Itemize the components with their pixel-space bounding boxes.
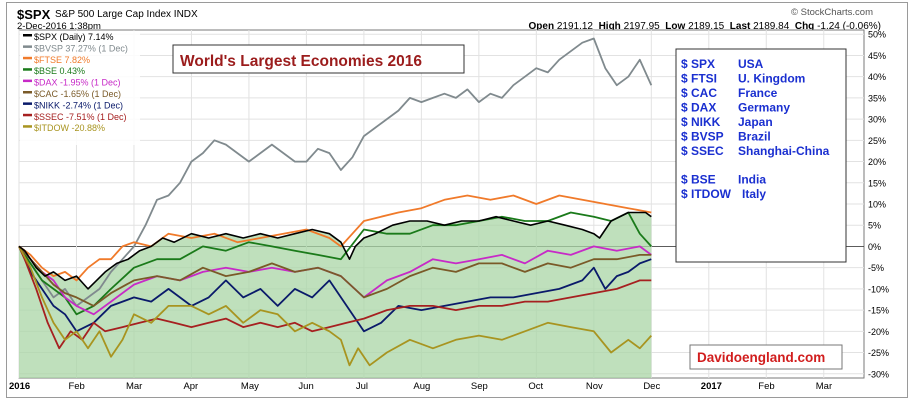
x-tick-label: Feb bbox=[758, 381, 774, 392]
x-tick-label: Aug bbox=[413, 381, 430, 392]
legend: $SPX (Daily) 7.14%$BVSP 37.27% (1 Dec) $F… bbox=[20, 31, 140, 145]
legend-swatch bbox=[23, 102, 32, 105]
x-tick-label: Oct bbox=[528, 381, 543, 392]
x-tick-label: Jun bbox=[298, 381, 313, 392]
x-tick-label: 2017 bbox=[701, 381, 722, 392]
legend-swatch bbox=[23, 34, 32, 37]
key-country: USA bbox=[738, 57, 764, 71]
legend-background bbox=[20, 31, 140, 145]
y-tick-label: 45% bbox=[868, 51, 886, 61]
copyright-label: © StockCharts.com bbox=[791, 7, 873, 18]
legend-label: $CAC -1.65% (1 Dec) bbox=[34, 89, 121, 99]
legend-label: $SPX (Daily) 7.14% bbox=[34, 32, 114, 42]
legend-label: $ITDOW -20.88% bbox=[34, 123, 105, 133]
open-label: Open bbox=[528, 21, 555, 32]
legend-swatch bbox=[23, 125, 32, 128]
series-line-nikk bbox=[18, 246, 652, 333]
y-tick-label: 20% bbox=[868, 157, 886, 167]
key-country: Shanghai-China bbox=[738, 144, 830, 158]
y-tick-label: -5% bbox=[868, 263, 884, 273]
key-country: Germany bbox=[738, 101, 790, 115]
y-tick-label: 35% bbox=[868, 93, 886, 103]
key-symbol: $ SPX bbox=[681, 57, 715, 71]
legend-label: $BSE 0.43% bbox=[34, 66, 85, 76]
chart-symbol: $SPX bbox=[17, 7, 51, 22]
chg-label: Chg bbox=[794, 21, 815, 32]
y-tick-label: 25% bbox=[868, 136, 886, 146]
low-value: 2189.15 bbox=[688, 21, 725, 32]
x-tick-label: Dec bbox=[643, 381, 660, 392]
ohlc-readout: Open 2191.12 High 2197.95 Low 2189.15 La… bbox=[529, 21, 882, 32]
x-tick-label: May bbox=[241, 381, 259, 392]
y-tick-label: -25% bbox=[868, 348, 889, 358]
series-line-bvsp bbox=[18, 37, 653, 307]
key-country: Brazil bbox=[738, 130, 771, 144]
chg-value: -1.24 (-0.06%) bbox=[817, 21, 881, 32]
series-line-ftse bbox=[18, 194, 652, 282]
y-tick-label: -10% bbox=[868, 284, 889, 294]
chart-symbol-description: S&P 500 Large Cap Index INDX bbox=[55, 9, 198, 20]
y-tick-label: 40% bbox=[868, 72, 886, 82]
legend-swatch bbox=[23, 79, 32, 83]
x-tick-label: Mar bbox=[816, 381, 832, 392]
series-line-itdow bbox=[18, 245, 652, 367]
y-tick-label: -30% bbox=[868, 369, 889, 379]
legend-label: $DAX -1.95% (1 Dec) bbox=[34, 78, 121, 88]
legend-swatch bbox=[23, 91, 32, 94]
series-line-spx bbox=[18, 211, 652, 290]
key-country: Japan bbox=[738, 115, 773, 129]
series-line-bse bbox=[18, 211, 652, 316]
open-value: 2191.12 bbox=[556, 21, 593, 32]
key-country: India bbox=[738, 173, 766, 187]
key-symbol: $ DAX bbox=[681, 101, 716, 115]
x-tick-label: Mar bbox=[126, 381, 142, 392]
series-line-cac bbox=[18, 245, 652, 307]
legend-label: $FTSE 7.82% bbox=[34, 55, 90, 65]
high-value: 2197.95 bbox=[623, 21, 660, 32]
chart-date: 2-Dec-2016 1:38pm bbox=[17, 21, 101, 32]
legend-swatch bbox=[23, 113, 32, 117]
chart-title: World's Largest Economies 2016 bbox=[180, 53, 422, 70]
spx-area-fill bbox=[19, 212, 652, 378]
x-tick-label: Feb bbox=[68, 381, 84, 392]
y-tick-label: -15% bbox=[868, 306, 889, 316]
key-symbol: $ SSEC bbox=[681, 144, 724, 158]
legend-swatch bbox=[23, 68, 32, 71]
x-tick-label: 2016 bbox=[9, 381, 30, 392]
watermark-box bbox=[689, 344, 843, 370]
y-tick-label: 0% bbox=[868, 242, 881, 252]
key-symbol: $ NIKK bbox=[681, 115, 721, 129]
last-label: Last bbox=[729, 21, 751, 32]
key-symbol: $ ITDOW bbox=[681, 187, 732, 201]
legend-swatch bbox=[23, 45, 32, 48]
low-label: Low bbox=[665, 21, 686, 32]
country-key-box bbox=[675, 48, 847, 263]
x-tick-label: Jul bbox=[356, 381, 368, 392]
key-country: France bbox=[738, 86, 778, 100]
legend-swatch bbox=[23, 56, 32, 60]
y-tick-label: 10% bbox=[868, 200, 886, 210]
y-tick-label: -20% bbox=[868, 327, 889, 337]
legend-label: $NIKK -2.74% (1 Dec) bbox=[34, 100, 123, 110]
last-value: 2189.84 bbox=[753, 21, 790, 32]
watermark-text: Davidoengland.com bbox=[697, 350, 825, 365]
key-symbol: $ FTSI bbox=[681, 72, 717, 86]
y-tick-label: 50% bbox=[868, 30, 886, 40]
key-symbol: $ BSE bbox=[681, 173, 716, 187]
title-box bbox=[172, 44, 465, 74]
high-label: High bbox=[598, 21, 621, 32]
key-symbol: $ CAC bbox=[681, 86, 717, 100]
x-tick-label: Nov bbox=[586, 381, 603, 392]
key-country: U. Kingdom bbox=[738, 72, 805, 86]
key-symbol: $ BVSP bbox=[681, 130, 724, 144]
x-tick-label: Sep bbox=[471, 381, 488, 392]
x-tick-label: Apr bbox=[183, 381, 198, 392]
key-country: Italy bbox=[742, 187, 766, 201]
y-tick-label: 15% bbox=[868, 178, 886, 188]
legend-label: $BVSP 37.27% (1 Dec) bbox=[34, 43, 128, 53]
legend-label: $SSEC -7.51% (1 Dec) bbox=[34, 112, 127, 122]
y-tick-label: 30% bbox=[868, 115, 886, 125]
y-tick-label: 5% bbox=[868, 221, 881, 231]
